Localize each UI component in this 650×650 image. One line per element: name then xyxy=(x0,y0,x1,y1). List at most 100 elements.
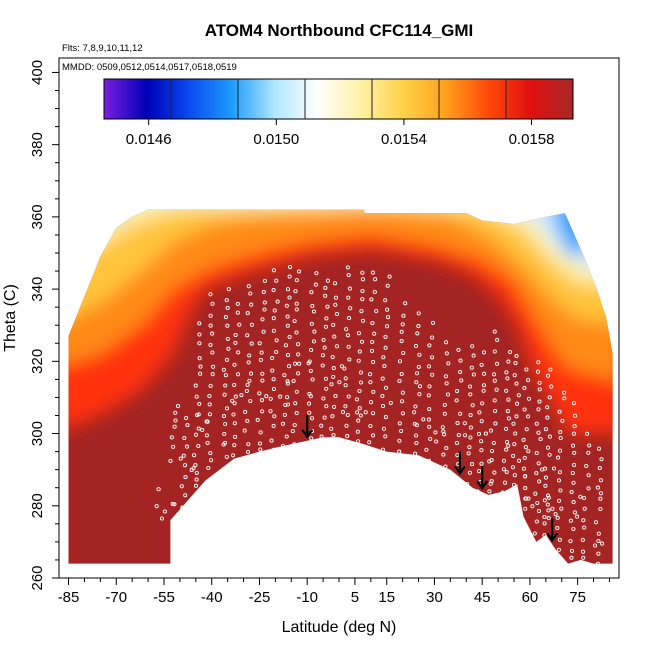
measurement-point xyxy=(156,487,161,492)
measurement-point xyxy=(510,465,515,470)
measurement-point xyxy=(285,379,290,384)
measurement-point xyxy=(294,411,299,416)
measurement-point xyxy=(491,440,496,446)
measurement-point xyxy=(572,450,577,455)
measurement-point xyxy=(387,274,392,279)
measurement-point xyxy=(262,300,267,305)
measurement-point xyxy=(274,338,279,343)
measurement-point xyxy=(332,334,337,339)
measurement-point xyxy=(222,431,227,437)
measurement-point xyxy=(598,496,603,501)
measurement-point xyxy=(245,418,250,423)
flight-marker-head xyxy=(301,429,314,439)
measurement-point xyxy=(545,415,550,420)
measurement-point xyxy=(468,425,473,430)
measurement-point xyxy=(381,426,387,431)
measurement-point xyxy=(535,369,541,374)
measurement-point xyxy=(280,444,286,449)
measurement-points xyxy=(154,265,605,566)
measurement-point xyxy=(416,364,421,369)
measurement-point xyxy=(208,383,213,388)
measurement-point xyxy=(223,440,228,445)
measurement-point xyxy=(223,383,228,388)
measurement-point xyxy=(347,357,352,362)
measurement-point xyxy=(310,416,315,421)
measurement-point xyxy=(575,514,580,519)
measurement-point xyxy=(319,434,324,439)
measurement-point xyxy=(334,311,340,317)
measurement-point xyxy=(386,315,391,320)
measurement-point xyxy=(282,373,287,378)
measurement-point xyxy=(208,292,213,297)
measurement-point xyxy=(558,488,563,493)
measurement-point xyxy=(345,333,350,338)
measurement-point xyxy=(471,372,476,377)
measurement-point xyxy=(194,394,199,399)
measurement-point xyxy=(337,380,342,385)
measurement-point xyxy=(504,439,510,445)
measurement-point xyxy=(535,500,540,506)
measurement-point xyxy=(397,438,402,443)
measurement-point xyxy=(307,410,312,415)
measurement-point xyxy=(596,531,601,536)
measurement-point xyxy=(400,390,405,395)
measurement-point xyxy=(232,421,237,426)
measurement-point xyxy=(514,401,520,406)
measurement-point xyxy=(487,459,492,464)
measurement-point xyxy=(584,463,589,469)
measurement-point xyxy=(348,306,353,311)
measurement-point xyxy=(572,510,577,515)
measurement-point xyxy=(545,493,551,498)
measurement-point xyxy=(296,269,302,274)
measurement-point xyxy=(532,531,537,536)
measurement-point xyxy=(172,424,177,429)
measurement-point xyxy=(294,307,299,312)
measurement-point xyxy=(308,368,313,373)
measurement-point xyxy=(479,461,484,466)
measurement-point xyxy=(358,413,363,418)
measurement-point xyxy=(521,437,526,442)
y-tick-label: 340 xyxy=(29,277,46,302)
measurement-point xyxy=(235,310,240,315)
measurement-point xyxy=(569,548,575,553)
measurement-point xyxy=(232,382,237,388)
measurement-point xyxy=(388,400,393,405)
measurement-point xyxy=(370,321,375,326)
measurement-point xyxy=(444,340,449,345)
measurement-point xyxy=(259,350,264,355)
measurement-point xyxy=(343,376,348,381)
measurement-point xyxy=(271,423,276,428)
measurement-point xyxy=(571,526,576,532)
measurement-point xyxy=(523,445,528,450)
measurement-point xyxy=(599,457,604,462)
measurement-point xyxy=(534,421,539,426)
measurement-point xyxy=(542,514,547,520)
measurement-point xyxy=(469,365,474,370)
measurement-point xyxy=(222,392,227,397)
measurement-point xyxy=(511,453,516,458)
measurement-point xyxy=(592,543,598,548)
measurement-point xyxy=(598,491,603,496)
measurement-point xyxy=(197,321,202,326)
measurement-point xyxy=(580,549,586,554)
y-tick-label: 260 xyxy=(29,565,46,590)
y-axis: 260 280 300 320 340 360 380 400 xyxy=(29,60,59,591)
measurement-point xyxy=(514,354,519,359)
measurement-point xyxy=(524,367,529,372)
measurement-point xyxy=(370,433,376,438)
measurement-point xyxy=(194,477,199,482)
measurement-point xyxy=(357,406,362,411)
measurement-point xyxy=(426,393,431,398)
measurement-point xyxy=(426,364,432,369)
measurement-point xyxy=(374,308,379,314)
measurement-point xyxy=(401,313,406,318)
measurement-point xyxy=(400,322,405,327)
measurement-point xyxy=(320,363,325,368)
measurement-point xyxy=(399,339,404,344)
measurement-point xyxy=(467,470,472,475)
measurement-point xyxy=(514,381,519,386)
measurement-point xyxy=(345,412,350,418)
measurement-point xyxy=(330,414,335,419)
measurement-point xyxy=(430,355,435,360)
measurement-point xyxy=(428,436,433,441)
